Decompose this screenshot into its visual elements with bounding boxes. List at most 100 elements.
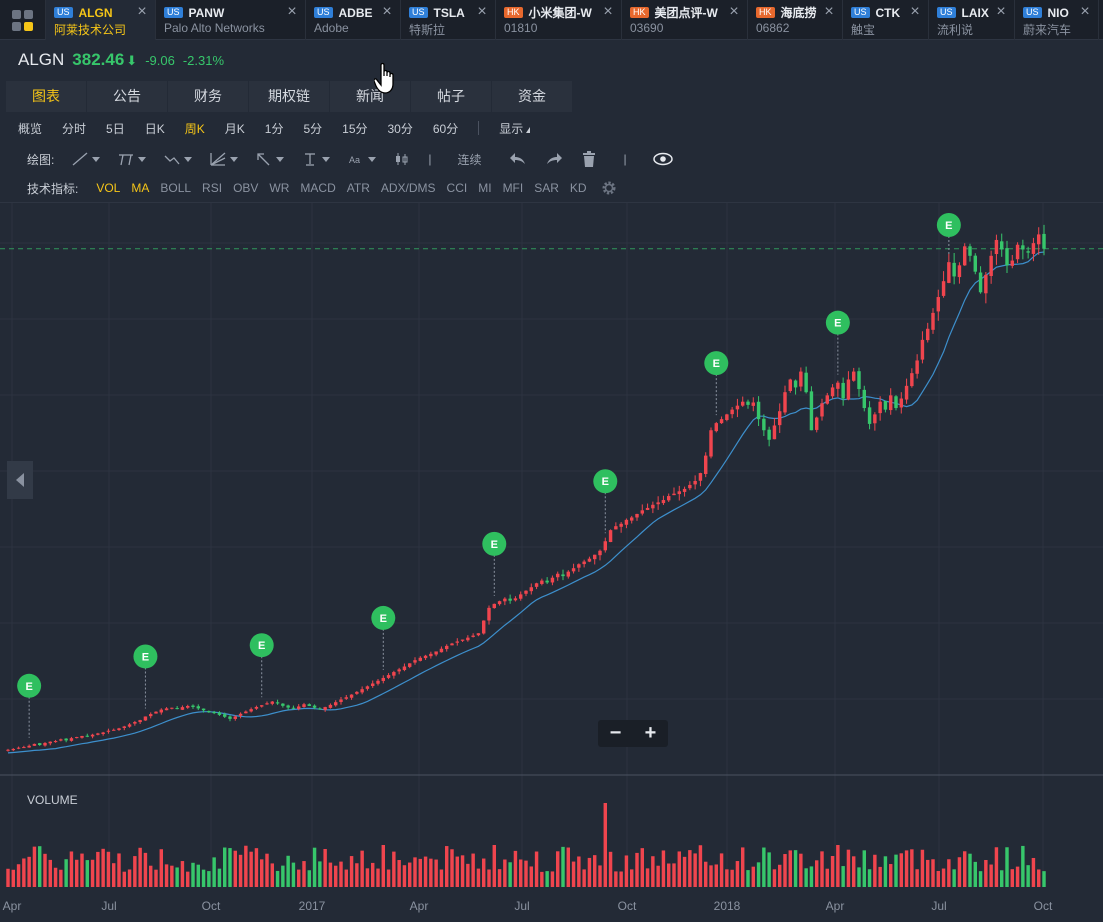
- redo-button[interactable]: [545, 152, 563, 166]
- stock-tab[interactable]: HK 小米集团-W 01810 ×: [496, 0, 622, 40]
- stock-tab[interactable]: US ADBE Adobe ×: [306, 0, 401, 40]
- stock-tab[interactable]: HK 海底捞 06862 ×: [748, 0, 843, 40]
- main-tab[interactable]: 期权链: [249, 81, 329, 112]
- main-tab[interactable]: 公告: [87, 81, 167, 112]
- market-badge: US: [851, 7, 870, 18]
- close-icon[interactable]: ×: [287, 3, 297, 20]
- wave-tool[interactable]: [164, 152, 193, 166]
- stock-tab[interactable]: US LAIX 流利说 ×: [929, 0, 1015, 40]
- stock-tab[interactable]: US ALGN 阿莱技术公司 ×: [46, 0, 156, 40]
- indicator-option[interactable]: MA: [131, 181, 150, 195]
- channel-tool[interactable]: [118, 152, 147, 166]
- zoom-out-button[interactable]: −: [609, 722, 622, 744]
- close-icon[interactable]: ×: [603, 3, 613, 20]
- period-option[interactable]: 周K: [184, 121, 205, 136]
- volume-bar: [275, 870, 280, 887]
- period-option[interactable]: 1分: [264, 121, 284, 136]
- volume-bar: [915, 869, 919, 887]
- indicator-option[interactable]: VOL: [96, 181, 121, 195]
- volume-bar: [793, 850, 798, 887]
- undo-button[interactable]: [509, 152, 527, 166]
- text-tool[interactable]: [302, 152, 331, 166]
- period-option[interactable]: 月K: [224, 121, 245, 136]
- continuous-draw-toggle[interactable]: 连续: [457, 152, 482, 167]
- candle-body: [212, 712, 216, 714]
- indicator-option[interactable]: WR: [269, 181, 290, 195]
- indicator-option[interactable]: MI: [478, 181, 492, 195]
- indicator-option[interactable]: MFI: [502, 181, 524, 195]
- close-icon[interactable]: ×: [137, 3, 147, 20]
- stock-tab[interactable]: US CTK 触宝 ×: [843, 0, 929, 40]
- delete-button[interactable]: [581, 151, 597, 167]
- close-icon[interactable]: ×: [729, 3, 739, 20]
- zoom-in-button[interactable]: +: [644, 722, 657, 744]
- main-tab[interactable]: 财务: [168, 81, 248, 112]
- volume-bar: [820, 851, 824, 887]
- indicator-option[interactable]: CCI: [446, 181, 468, 195]
- candle-body: [867, 407, 872, 424]
- scroll-left-button[interactable]: [7, 461, 33, 499]
- period-option[interactable]: 5分: [303, 121, 323, 136]
- fibonacci-tool[interactable]: [210, 152, 239, 166]
- volume-bar: [719, 853, 724, 887]
- period-option[interactable]: 概览: [18, 121, 43, 136]
- period-option[interactable]: 日K: [144, 121, 165, 136]
- candle-body: [164, 708, 169, 711]
- period-option[interactable]: 60分: [432, 121, 459, 136]
- arrow-tool[interactable]: [256, 152, 285, 166]
- stock-tab[interactable]: US PANW Palo Alto Networks ×: [156, 0, 306, 40]
- candle-body: [714, 423, 719, 432]
- indicator-option[interactable]: ATR: [346, 181, 370, 195]
- period-option[interactable]: 15分: [342, 121, 368, 136]
- close-icon[interactable]: ×: [910, 3, 920, 20]
- main-tab[interactable]: 帖子: [411, 81, 491, 112]
- indicator-option[interactable]: KD: [569, 181, 587, 195]
- close-icon[interactable]: ×: [1080, 3, 1090, 20]
- display-options-button[interactable]: 显示: [499, 120, 531, 137]
- indicator-option[interactable]: SAR: [534, 181, 559, 195]
- stock-tab[interactable]: US TSLA 特斯拉 ×: [401, 0, 496, 40]
- price-chart[interactable]: E E E E E E E E E Apr Jul Oct 2017 Apr Jul Oct 2018 Apr Ju…: [0, 203, 1103, 922]
- period-option[interactable]: 30分: [387, 121, 413, 136]
- main-tab[interactable]: 新闻: [330, 81, 410, 112]
- candle-body: [1015, 244, 1020, 260]
- x-axis-tick-label: Jul: [514, 899, 529, 913]
- close-icon[interactable]: ×: [382, 3, 392, 20]
- main-tab[interactable]: 资金: [492, 81, 572, 112]
- gear-icon[interactable]: [601, 180, 617, 196]
- stock-code: ALGN: [78, 5, 113, 20]
- volume-bar: [418, 858, 423, 887]
- volume-bar: [941, 868, 946, 887]
- line-tool[interactable]: [72, 152, 101, 166]
- close-icon[interactable]: ×: [477, 3, 487, 20]
- volume-bar: [1021, 845, 1025, 887]
- indicator-option[interactable]: RSI: [202, 181, 223, 195]
- period-option[interactable]: 分时: [62, 121, 87, 136]
- indicator-option[interactable]: ADX/DMS: [380, 181, 436, 195]
- candle-body: [545, 580, 549, 583]
- indicator-option[interactable]: MACD: [300, 181, 336, 195]
- candle-body: [920, 339, 925, 360]
- stock-tab[interactable]: HK 美团点评-W 03690 ×: [622, 0, 748, 40]
- period-option[interactable]: 5日: [106, 121, 125, 136]
- close-icon[interactable]: ×: [996, 3, 1006, 20]
- candle-body: [767, 429, 771, 440]
- candle-body: [857, 371, 861, 390]
- indicator-option[interactable]: OBV: [233, 181, 259, 195]
- visibility-toggle[interactable]: [652, 152, 673, 166]
- candle-style-tool[interactable]: [394, 152, 410, 166]
- main-tab[interactable]: 图表: [6, 81, 86, 112]
- candle-body: [265, 703, 269, 705]
- stock-tab[interactable]: US NIO 蔚来汽车 ×: [1015, 0, 1099, 40]
- watchlist-grid-button[interactable]: [0, 0, 46, 40]
- indicator-option[interactable]: BOLL: [160, 181, 192, 195]
- font-tool[interactable]: Aa: [348, 152, 377, 166]
- candle-body: [233, 716, 238, 719]
- market-badge: US: [164, 7, 183, 18]
- candle-body: [196, 706, 201, 709]
- candle-body: [851, 371, 856, 381]
- volume-bar: [455, 856, 460, 887]
- candle-body: [518, 594, 523, 599]
- close-icon[interactable]: ×: [824, 3, 834, 20]
- earnings-marker-icon: [482, 531, 507, 556]
